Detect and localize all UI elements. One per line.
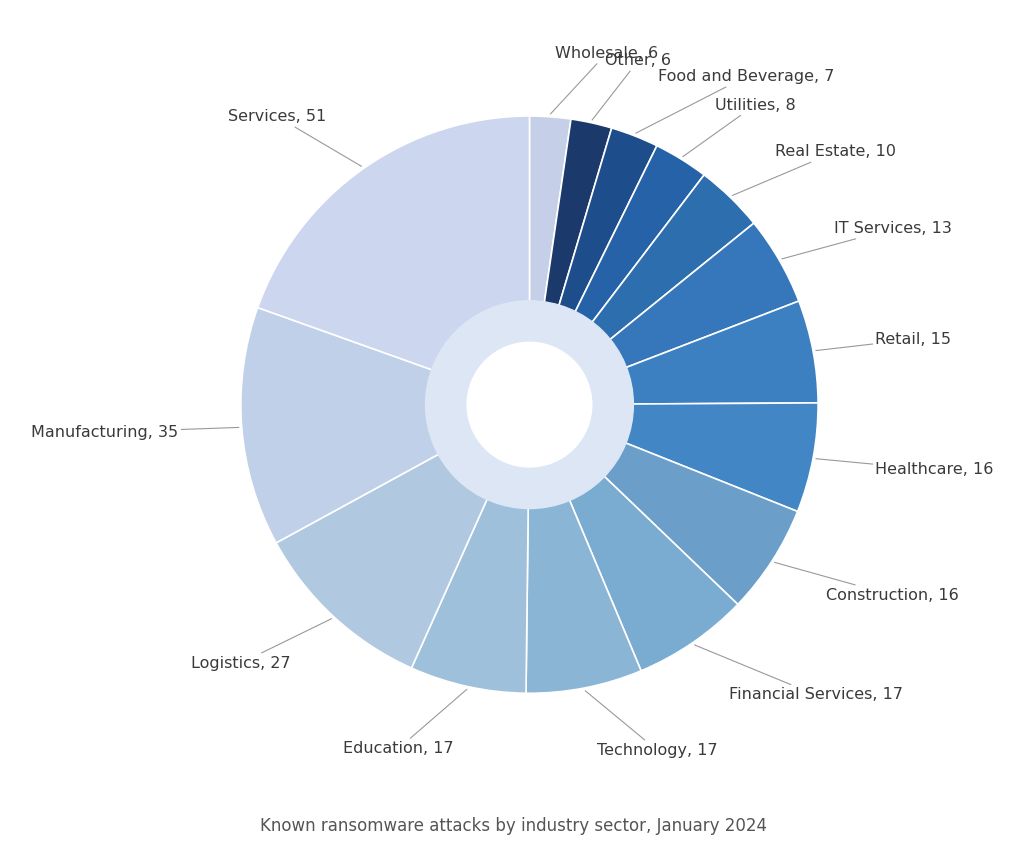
Wedge shape <box>529 175 754 405</box>
Wedge shape <box>276 405 529 668</box>
Wedge shape <box>529 116 571 405</box>
Circle shape <box>467 342 592 467</box>
Text: Logistics, 27: Logistics, 27 <box>191 619 331 671</box>
Circle shape <box>426 301 633 508</box>
Wedge shape <box>529 119 611 405</box>
Text: Real Estate, 10: Real Estate, 10 <box>733 144 896 196</box>
Text: IT Services, 13: IT Services, 13 <box>782 221 952 259</box>
Text: Food and Beverage, 7: Food and Beverage, 7 <box>636 69 834 133</box>
Text: Known ransomware attacks by industry sector, January 2024: Known ransomware attacks by industry sec… <box>260 817 766 835</box>
Text: Services, 51: Services, 51 <box>229 110 361 166</box>
Text: Wholesale, 6: Wholesale, 6 <box>551 46 658 114</box>
Text: Healthcare, 16: Healthcare, 16 <box>816 459 994 477</box>
Text: Manufacturing, 35: Manufacturing, 35 <box>32 425 239 440</box>
Text: Financial Services, 17: Financial Services, 17 <box>695 645 903 702</box>
Text: Technology, 17: Technology, 17 <box>585 690 717 758</box>
Wedge shape <box>529 223 799 405</box>
Text: Construction, 16: Construction, 16 <box>775 562 958 603</box>
Wedge shape <box>529 403 818 512</box>
Wedge shape <box>529 405 797 604</box>
Text: Retail, 15: Retail, 15 <box>816 332 951 351</box>
Wedge shape <box>529 405 738 671</box>
Wedge shape <box>526 405 641 693</box>
Text: Utilities, 8: Utilities, 8 <box>682 98 795 157</box>
Wedge shape <box>258 116 529 405</box>
Wedge shape <box>241 308 529 543</box>
Wedge shape <box>529 146 704 405</box>
Text: Education, 17: Education, 17 <box>343 690 467 756</box>
Wedge shape <box>529 301 818 405</box>
Wedge shape <box>411 405 529 693</box>
Text: Other, 6: Other, 6 <box>592 53 671 120</box>
Wedge shape <box>529 128 657 405</box>
